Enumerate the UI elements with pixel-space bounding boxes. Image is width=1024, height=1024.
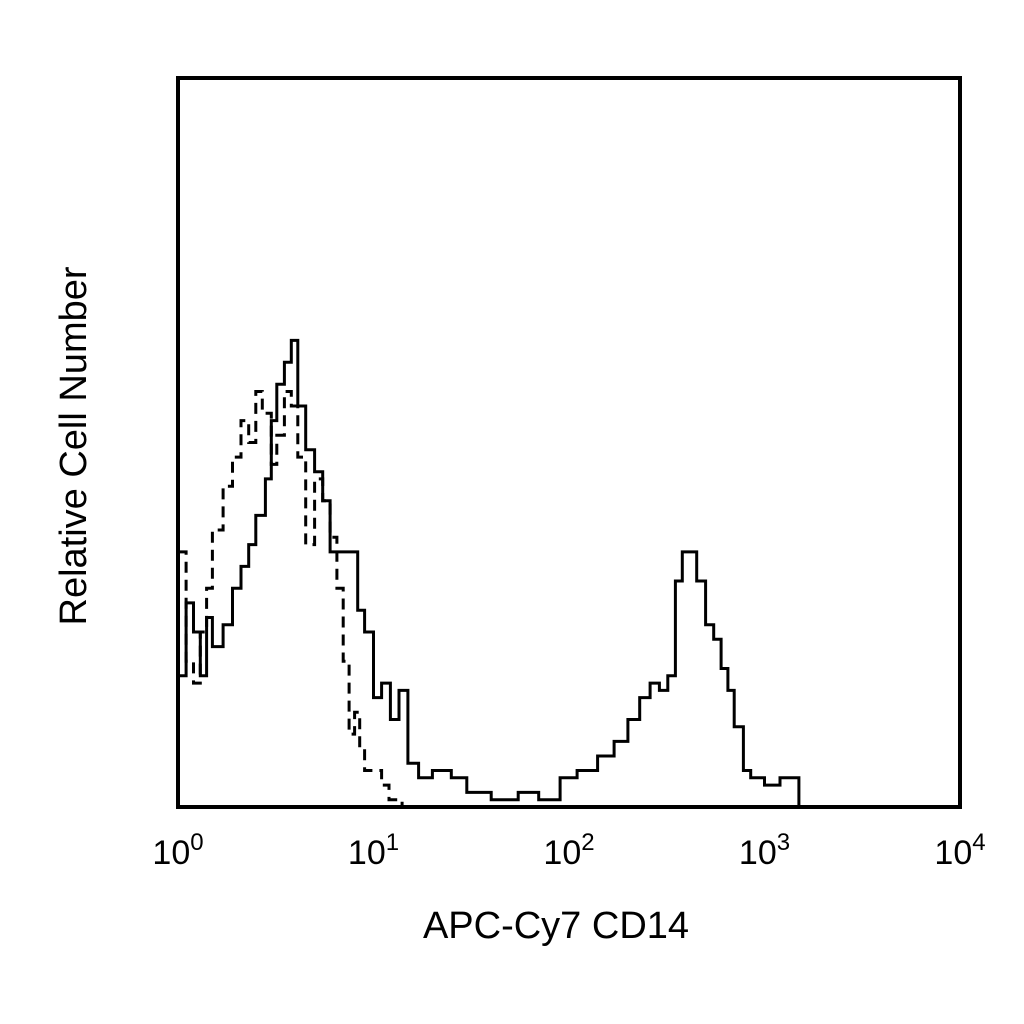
histogram-series-2-dashed <box>178 390 960 809</box>
plot-frame <box>176 76 962 809</box>
x-tick-base: 10 <box>934 834 972 872</box>
x-tick-exponent: 4 <box>972 829 985 856</box>
x-tick-base: 10 <box>543 834 581 872</box>
x-tick-label-1: 100 <box>152 829 203 872</box>
x-tick-exponent: 1 <box>386 829 399 856</box>
x-tick-base: 10 <box>348 834 386 872</box>
x-tick-label-5: 104 <box>934 829 985 872</box>
histogram-series-1-solid <box>178 338 960 809</box>
x-tick-label-2: 101 <box>348 829 399 872</box>
x-tick-base: 10 <box>739 834 777 872</box>
x-tick-exponent: 0 <box>190 829 203 856</box>
y-axis-title: Relative Cell Number <box>53 266 95 625</box>
series-layer <box>178 338 960 809</box>
x-tick-labels: 100 101 102 103 104 <box>152 829 985 872</box>
x-tick-base: 10 <box>152 834 190 872</box>
x-tick-exponent: 2 <box>581 829 594 856</box>
x-axis-title: APC-Cy7 CD14 <box>423 905 689 947</box>
x-tick-exponent: 3 <box>777 829 790 856</box>
x-tick-label-4: 103 <box>739 829 790 872</box>
x-tick-label-3: 102 <box>543 829 594 872</box>
